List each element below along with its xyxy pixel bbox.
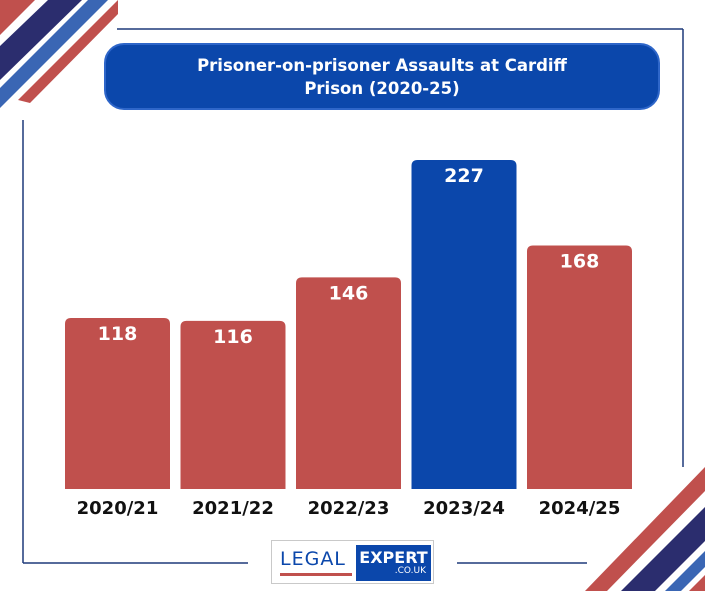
- value-label-2023-24: 227: [444, 165, 484, 187]
- bar-2020-21: [65, 317, 170, 489]
- category-label-2023-24: 2023/24: [423, 498, 505, 519]
- corner-stripes-top-left: [0, 0, 118, 108]
- bar-2023-24: [411, 160, 517, 489]
- legal-expert-logo: LEGAL EXPERT .CO.UK: [271, 540, 434, 584]
- value-label-2020-21: 118: [98, 323, 138, 345]
- value-labels-group: 118 116 146 227 168: [98, 165, 600, 348]
- category-label-2022-23: 2022/23: [308, 498, 390, 519]
- logo-domain-text: .CO.UK: [394, 566, 426, 576]
- logo-legal-text: LEGAL: [280, 548, 346, 570]
- logo-expert-box: EXPERT .CO.UK: [356, 545, 431, 581]
- value-label-2021-22: 116: [213, 326, 253, 348]
- title-banner: Prisoner-on-prisoner Assaults at Cardiff…: [104, 43, 660, 110]
- value-label-2024-25: 168: [560, 251, 600, 273]
- corner-stripes-bottom-right: [585, 467, 705, 591]
- bar-2022-23: [296, 277, 401, 489]
- category-label-2021-22: 2021/22: [192, 498, 274, 519]
- bar-2024-25: [527, 245, 632, 489]
- category-label-2024-25: 2024/25: [539, 498, 621, 519]
- logo-underline: [280, 573, 352, 576]
- bars-group: [65, 160, 632, 489]
- category-labels-group: 2020/21 2021/22 2022/23 2023/24 2024/25: [77, 498, 621, 519]
- logo-expert-text: EXPERT: [359, 548, 428, 567]
- bar-2021-22: [180, 320, 286, 489]
- value-label-2022-23: 146: [329, 282, 369, 304]
- category-label-2020-21: 2020/21: [77, 498, 159, 519]
- chart-title: Prisoner-on-prisoner Assaults at Cardiff…: [197, 55, 567, 98]
